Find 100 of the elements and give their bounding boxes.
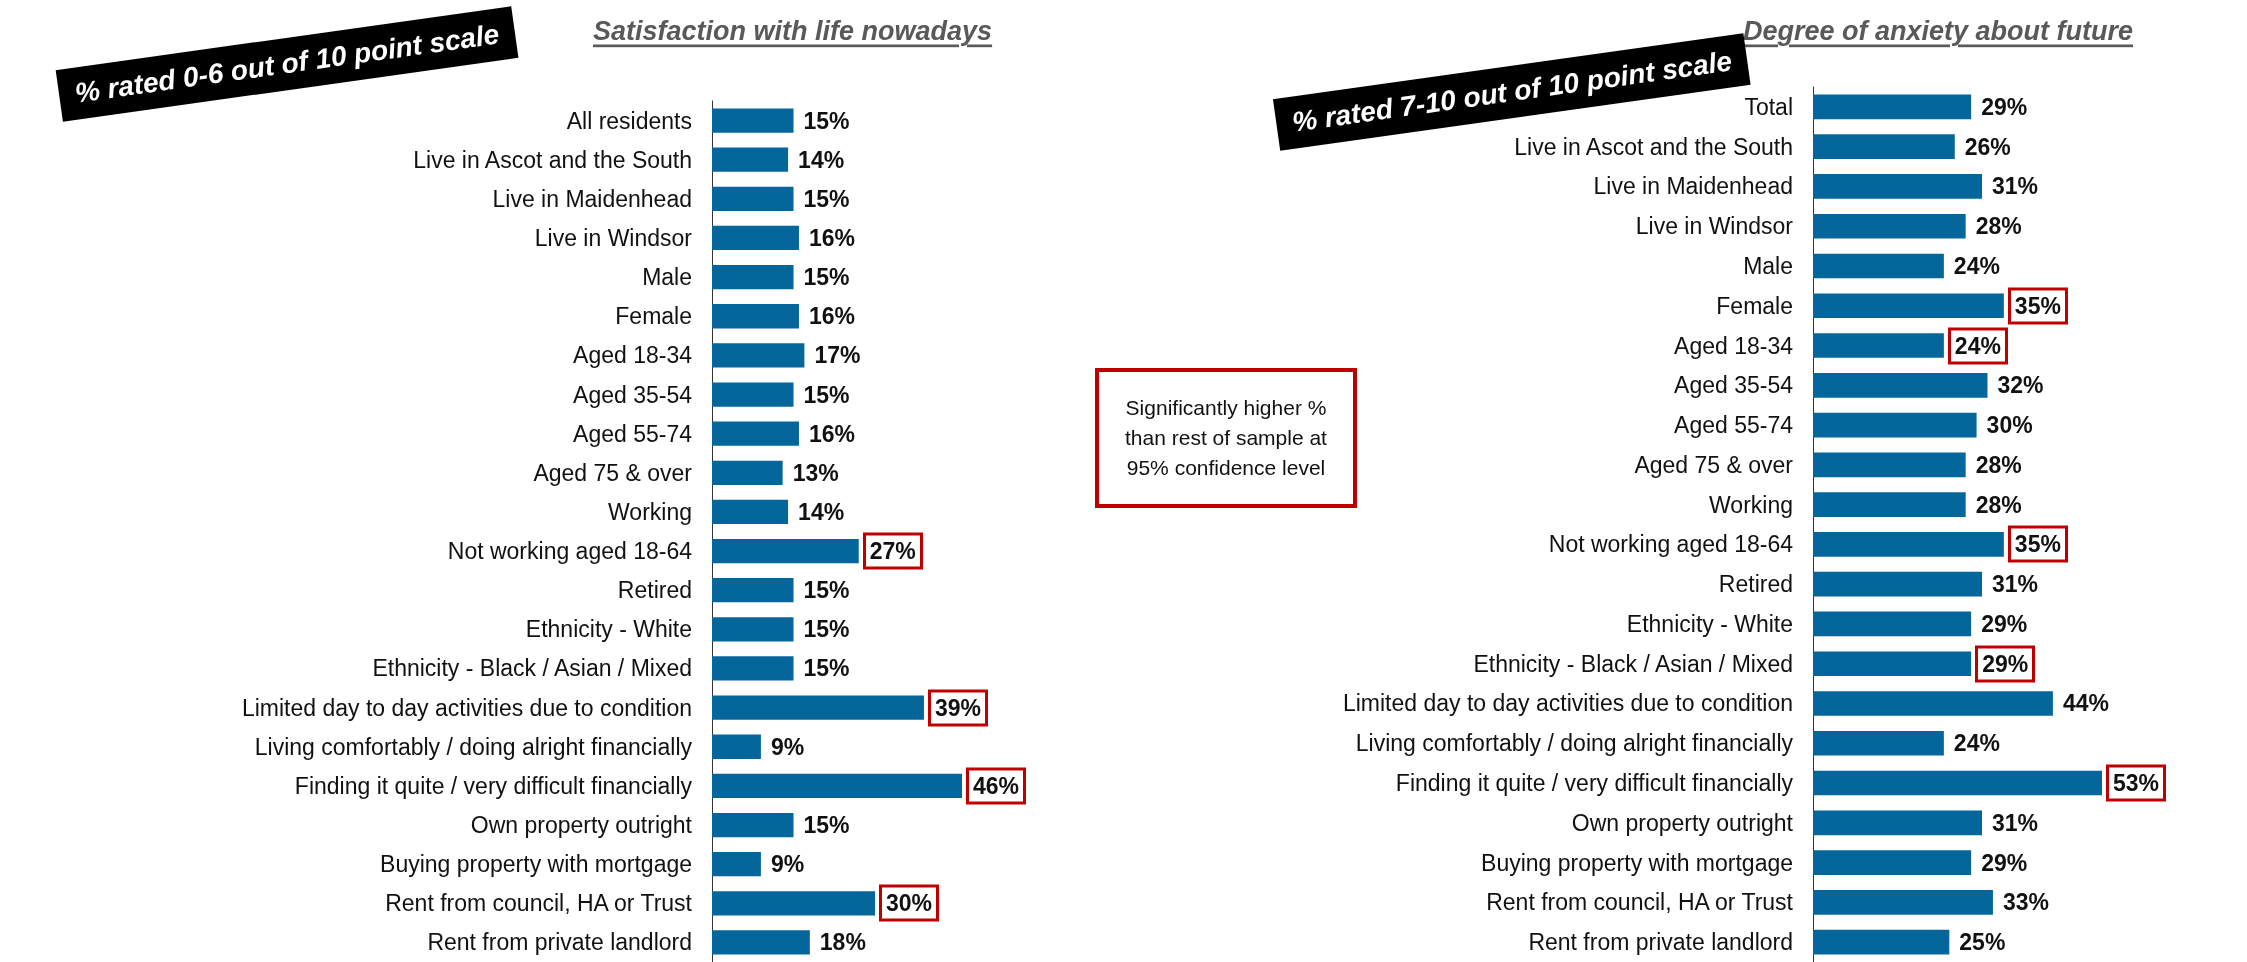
data-label: 30% (1986, 412, 2033, 439)
data-label: 9% (770, 733, 805, 760)
y-tick-label: Aged 35-54 (573, 381, 693, 408)
bar (712, 186, 794, 211)
y-tick-label: Male (642, 264, 692, 291)
bar (712, 421, 799, 446)
bar (1813, 213, 1966, 239)
y-tick-label: Live in Maidenhead (492, 185, 692, 212)
y-tick-label: Limited day to day activities due to condition (1342, 690, 1793, 717)
y-tick-label: Finding it quite / very difficult financially (1395, 770, 1794, 797)
data-label: 17% (814, 342, 861, 369)
outline-box: 35% (2007, 287, 2068, 325)
data-label: 31% (1992, 571, 2039, 598)
bar (1813, 730, 1944, 756)
data-label: 16% (808, 303, 855, 330)
bar (712, 617, 794, 642)
y-tick-label: Aged 55-74 (573, 420, 693, 447)
bar (712, 734, 761, 759)
data-label: 15% (803, 107, 850, 134)
data-label: 15% (803, 655, 850, 682)
bar (1813, 134, 1955, 159)
data-label: 13% (792, 459, 839, 486)
data-label: 29% (1981, 849, 2028, 876)
y-tick-label: Rent from private landlord (1528, 929, 1793, 956)
y-tick-label: Ethnicity - Black / Asian / Mixed (1473, 650, 1793, 677)
data-label: 15% (803, 264, 850, 291)
bar (1813, 372, 1988, 398)
bar (1813, 611, 1972, 637)
data-label: 9% (770, 851, 805, 878)
bar (1813, 253, 1944, 279)
bar (712, 147, 789, 172)
y-tick-label: Live in Ascot and the South (413, 146, 692, 173)
bar (1813, 651, 1972, 677)
chart-title: Satisfaction with life nowadays (593, 15, 993, 46)
data-label: 24% (1953, 252, 2000, 279)
bar (712, 343, 805, 368)
bar (1813, 691, 2053, 716)
y-tick-label: Ethnicity - Black / Asian / Mixed (372, 655, 692, 682)
data-label: 14% (798, 498, 845, 525)
bar (1813, 810, 1983, 836)
bar (712, 812, 794, 838)
bar (1813, 770, 2102, 796)
bar (1813, 492, 1966, 517)
bar (712, 264, 794, 290)
data-label: 15% (803, 616, 850, 643)
data-label: 33% (2002, 889, 2049, 916)
data-label: 28% (1975, 491, 2022, 518)
bar (1813, 333, 1944, 358)
data-label: 29% (1981, 93, 2028, 120)
data-label: 28% (1975, 213, 2022, 240)
data-label: 16% (808, 224, 855, 251)
y-tick-label: Ethnicity - White (1626, 610, 1793, 637)
data-label: 28% (1975, 451, 2022, 478)
data-label: 14% (798, 146, 845, 173)
data-label: 25% (1959, 929, 2006, 956)
y-tick-label: Female (615, 303, 692, 330)
bar (1813, 890, 1993, 915)
y-tick-label: Own property outright (470, 812, 693, 839)
y-tick-label: Male (1743, 252, 1793, 279)
data-label: 32% (1997, 372, 2044, 399)
bar (712, 382, 794, 407)
y-tick-label: Working (1709, 491, 1793, 518)
bar (712, 304, 799, 329)
bar (712, 108, 794, 133)
bar (712, 695, 924, 720)
bar (712, 460, 783, 485)
bar (712, 852, 761, 877)
y-tick-label: All residents (566, 107, 692, 134)
note-box: Significantly higher % than rest of sample at 95% confidence level (1095, 368, 1357, 508)
y-tick-label: Retired (617, 577, 692, 604)
data-label: 24% (1953, 730, 2000, 757)
y-tick-label: Live in Windsor (1635, 213, 1794, 240)
y-tick-label: Live in Windsor (534, 224, 693, 251)
y-tick-label: Retired (1718, 571, 1793, 598)
data-label: 29% (1981, 610, 2028, 637)
outline-box: 53% (2106, 764, 2167, 802)
y-tick-label: Buying property with mortgage (1481, 849, 1793, 876)
y-tick-label: Aged 18-34 (1674, 332, 1794, 359)
y-tick-label: Aged 55-74 (1674, 412, 1794, 439)
data-label: 18% (819, 929, 866, 956)
y-tick-label: Finding it quite / very difficult financially (294, 772, 693, 799)
y-tick-label: Buying property with mortgage (380, 851, 692, 878)
tag-box: % rated 0-6 out of 10 point scale (55, 6, 519, 122)
outline-box: 46% (966, 767, 1027, 805)
bar (1813, 452, 1966, 478)
bar (712, 656, 794, 681)
y-tick-label: Working (608, 498, 692, 525)
y-tick-label: Rent from council, HA or Trust (1486, 889, 1794, 916)
outline-box: 29% (1975, 645, 2036, 683)
bar (1813, 293, 2004, 319)
outline-box: 35% (2007, 525, 2068, 563)
bar (712, 930, 810, 955)
y-tick-label: Female (1716, 292, 1793, 319)
data-label: 31% (1992, 173, 2039, 200)
data-label: 31% (1992, 809, 2039, 836)
bar (1813, 174, 1983, 199)
bar (1813, 532, 2004, 557)
data-label: 15% (803, 381, 850, 408)
data-label: 15% (803, 185, 850, 212)
y-tick-label: Not working aged 18-64 (1548, 531, 1794, 558)
